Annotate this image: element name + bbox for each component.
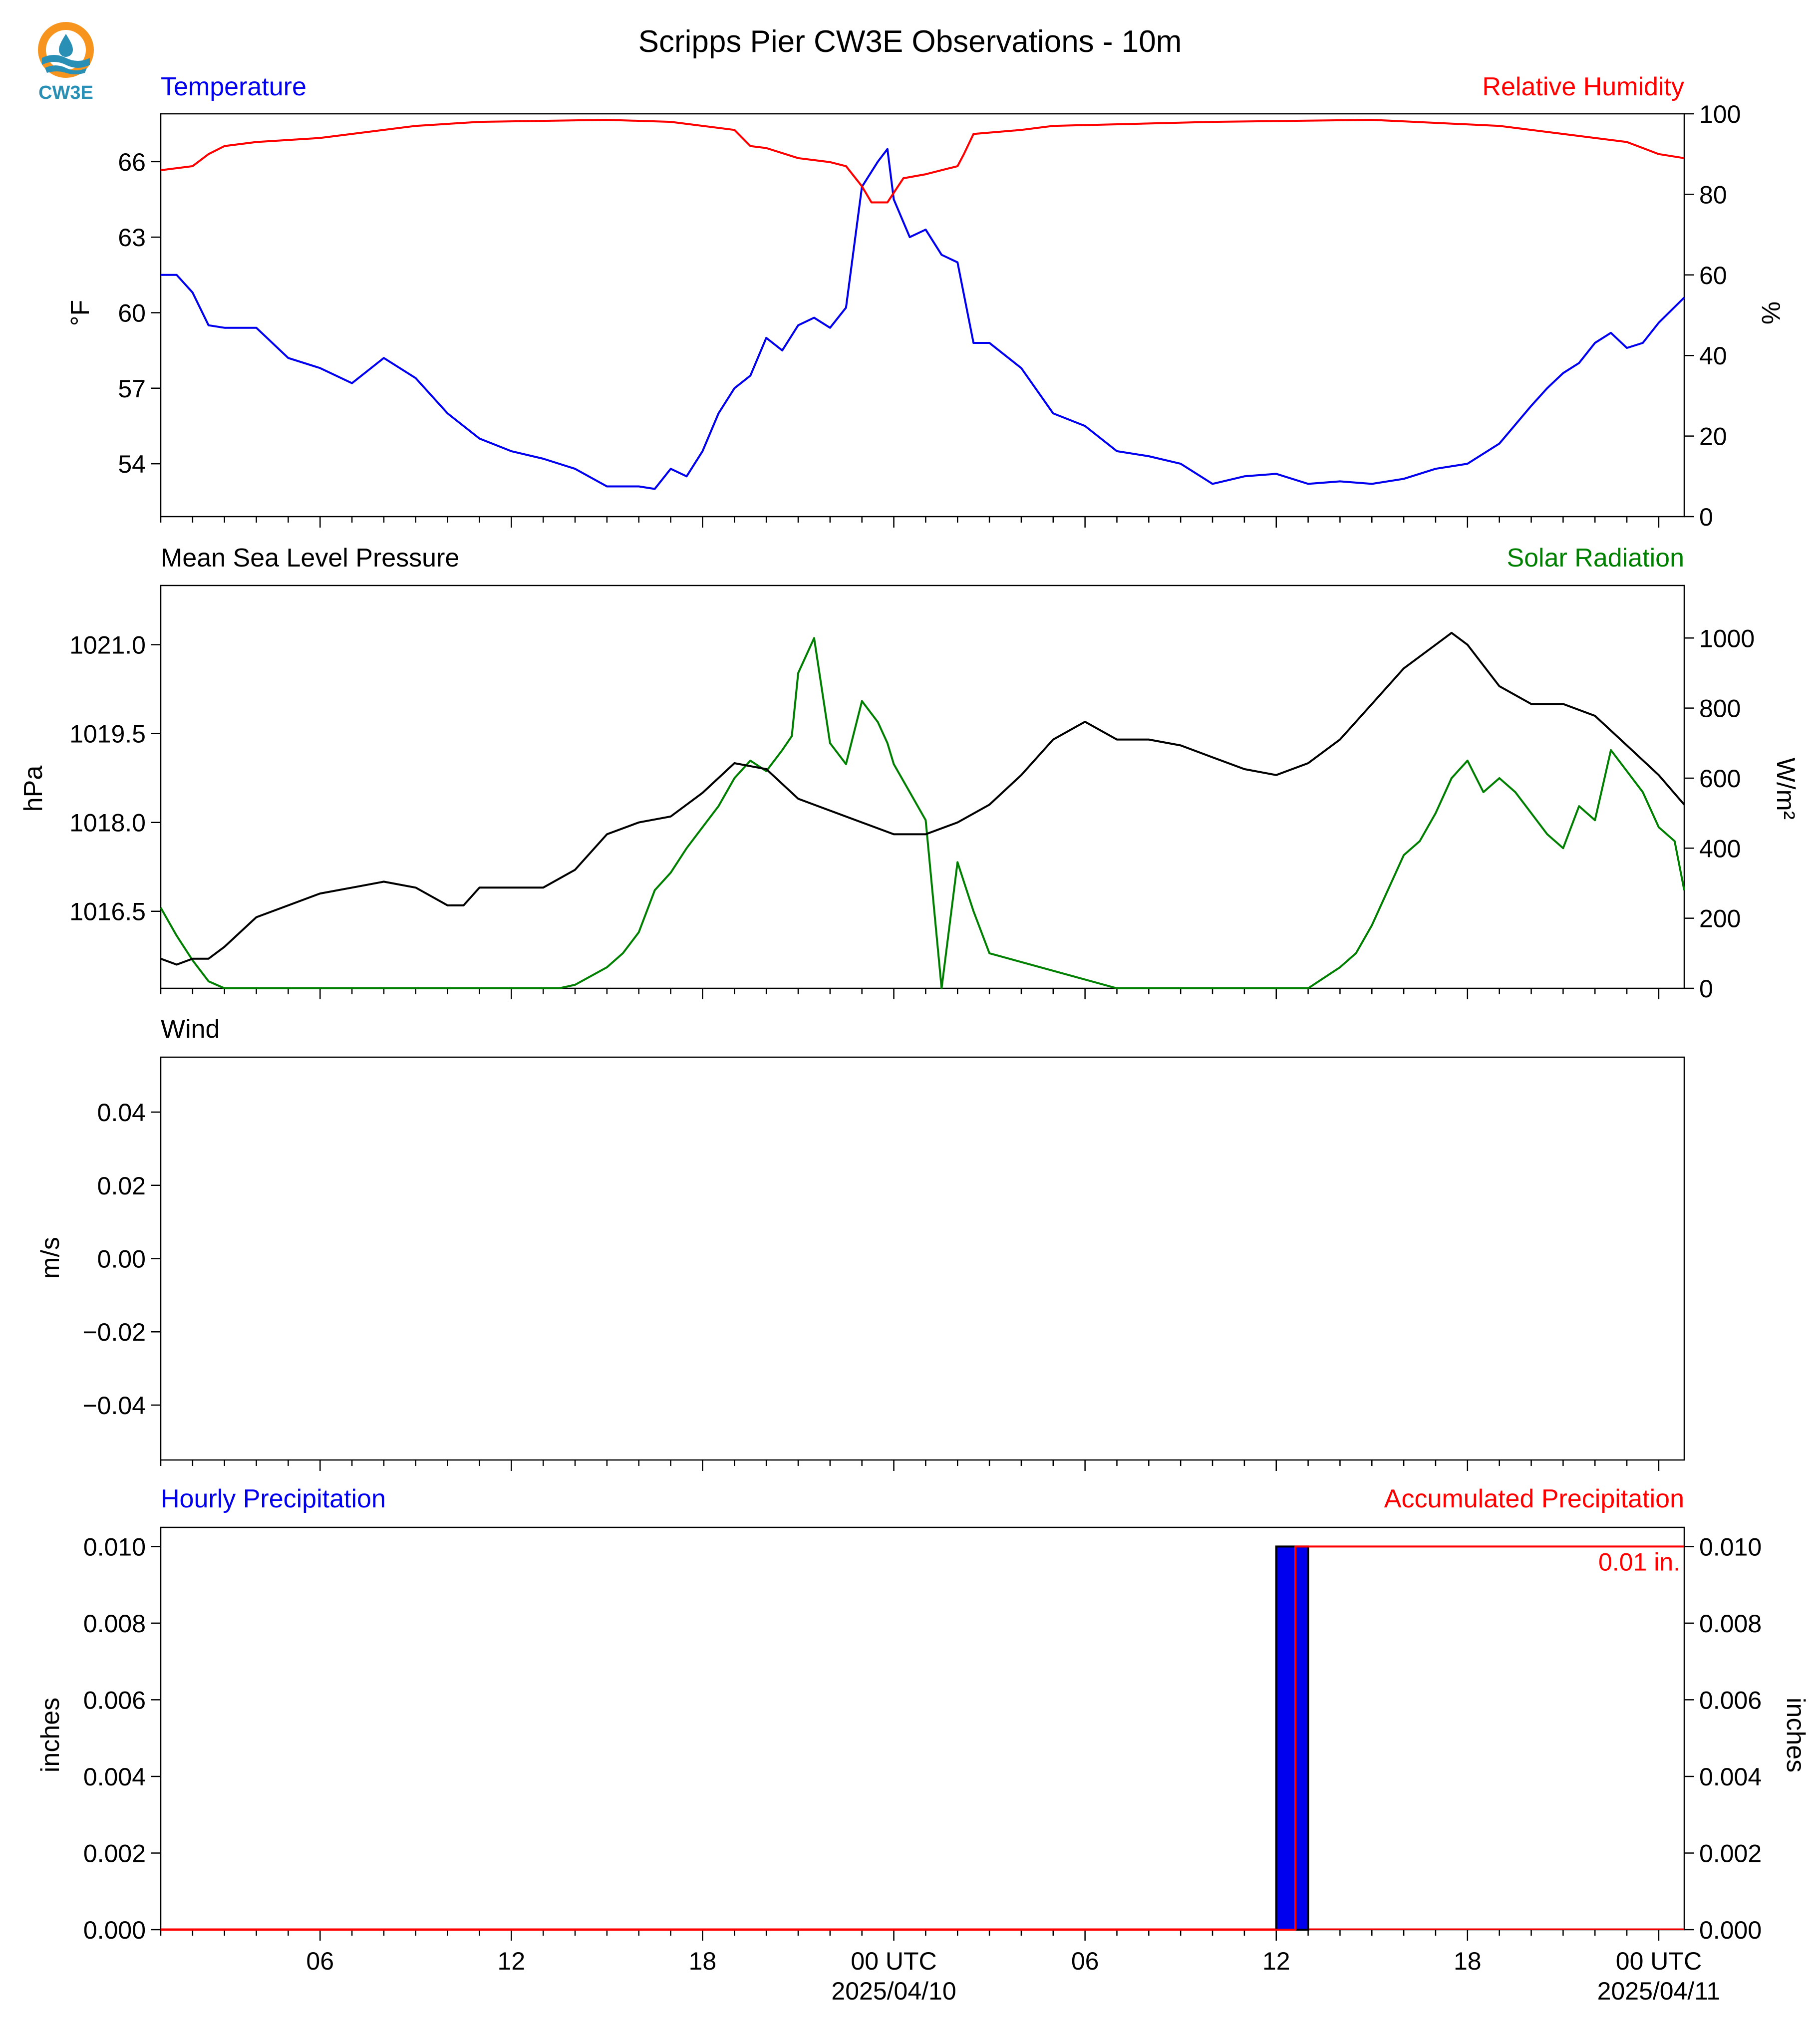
solar-ylabel: W/m²: [1771, 758, 1800, 820]
precip-ylabel-right: inches: [1781, 1698, 1810, 1772]
plot-frame: [160, 113, 1685, 518]
wind-panel: Wind m/s −0.04 −0.02 0.00 0.02 0.04: [36, 1015, 1685, 1471]
cw3e-logo: CW3E: [31, 19, 101, 104]
temperature-line: [161, 148, 1685, 490]
humidity-ylabel: %: [1756, 301, 1785, 324]
y-tick-label: 54: [118, 450, 146, 478]
x-tick-label: 18: [689, 1947, 717, 1975]
pressure-ylabel: hPa: [19, 766, 48, 812]
y-tick-label: 63: [118, 224, 146, 252]
y-right-tick-label: 0: [1699, 503, 1713, 531]
y-right-tick-label: 0.006: [1699, 1686, 1762, 1714]
y-right-tick-label: 40: [1699, 342, 1727, 370]
y-right-tick-label: 0.002: [1699, 1839, 1762, 1867]
precip-bar: [1275, 1545, 1309, 1931]
y-tick-label: 1016.5: [69, 898, 146, 926]
x-tick-label: 00 UTC: [1616, 1947, 1702, 1975]
y-right-tick-label: 80: [1699, 181, 1727, 209]
pressure-solar-panel: Mean Sea Level Pressure Solar Radiation …: [19, 544, 1800, 1003]
temperature-title: Temperature: [161, 72, 306, 101]
wind-ylabel: m/s: [36, 1237, 65, 1279]
y-right-tick-label: 20: [1699, 423, 1727, 451]
plot-frame: [160, 584, 1685, 989]
y-right-tick-label: 600: [1699, 765, 1741, 793]
y-tick-label: 60: [118, 299, 146, 327]
x-date-label: 2025/04/11: [1597, 1977, 1721, 2005]
relative-humidity-title: Relative Humidity: [1482, 72, 1684, 101]
y-tick-label: 0.008: [83, 1610, 146, 1638]
temperature-humidity-panel: Temperature Relative Humidity °F % 54 57 6…: [66, 72, 1785, 531]
accumulated-annotation: 0.01 in.: [1598, 1548, 1680, 1576]
x-tick-label: 18: [1454, 1947, 1482, 1975]
y-tick-label: 1021.0: [69, 631, 146, 659]
y-right-tick-label: 0.000: [1699, 1916, 1762, 1944]
y-tick-label: 0.04: [97, 1099, 146, 1127]
pressure-title: Mean Sea Level Pressure: [161, 544, 459, 573]
x-date-label: 2025/04/10: [831, 1977, 956, 2005]
precip-ylabel: inches: [36, 1698, 65, 1772]
y-right-tick-label: 0: [1699, 975, 1713, 1003]
y-tick-label: 66: [118, 148, 146, 176]
svg-text:CW3E: CW3E: [38, 82, 93, 103]
y-right-tick-label: 0.008: [1699, 1610, 1762, 1638]
y-right-tick-label: 60: [1699, 262, 1727, 290]
y-tick-label: −0.02: [82, 1318, 146, 1346]
pressure-line: [160, 631, 1685, 966]
x-tick-label: 06: [1071, 1947, 1099, 1975]
y-tick-label: 0.006: [83, 1686, 146, 1714]
plot-frame: [160, 1056, 1685, 1461]
y-tick-label: 0.000: [83, 1916, 146, 1944]
y-tick-label: 0.004: [83, 1763, 146, 1791]
y-tick-label: 0.02: [97, 1172, 146, 1200]
y-right-tick-label: 0.010: [1699, 1533, 1762, 1561]
x-tick-label: 06: [306, 1947, 334, 1975]
chart-title: Scripps Pier CW3E Observations - 10m: [638, 24, 1182, 59]
solar-radiation-line: [160, 637, 1685, 989]
y-right-tick-label: 400: [1699, 835, 1741, 863]
y-tick-label: −0.04: [82, 1392, 146, 1420]
hourly-precip-title: Hourly Precipitation: [161, 1484, 386, 1513]
accumulated-precip-line: [161, 1545, 1684, 1931]
precipitation-panel: Hourly Precipitation Accumulated Precipi…: [36, 1484, 1810, 2005]
wind-title: Wind: [161, 1015, 220, 1044]
y-tick-label: 0.00: [97, 1245, 146, 1273]
accumulated-precip-title: Accumulated Precipitation: [1384, 1484, 1684, 1513]
x-tick-label: 00 UTC: [851, 1947, 936, 1975]
solar-radiation-title: Solar Radiation: [1507, 544, 1684, 573]
y-right-tick-label: 100: [1699, 100, 1741, 128]
y-tick-label: 0.010: [83, 1533, 146, 1561]
y-tick-label: 1019.5: [69, 720, 146, 748]
humidity-line: [160, 119, 1685, 204]
y-tick-label: 0.002: [83, 1839, 146, 1867]
temperature-ylabel: °F: [66, 300, 95, 326]
y-right-tick-label: 200: [1699, 905, 1741, 933]
y-right-tick-label: 800: [1699, 695, 1741, 723]
y-right-tick-label: 1000: [1699, 624, 1755, 652]
x-tick-label: 12: [1262, 1947, 1290, 1975]
y-right-tick-label: 0.004: [1699, 1763, 1762, 1791]
y-tick-label: 57: [118, 375, 146, 403]
x-tick-label: 12: [498, 1947, 526, 1975]
plot-frame: [160, 1526, 1685, 1931]
y-tick-label: 1018.0: [69, 809, 146, 837]
